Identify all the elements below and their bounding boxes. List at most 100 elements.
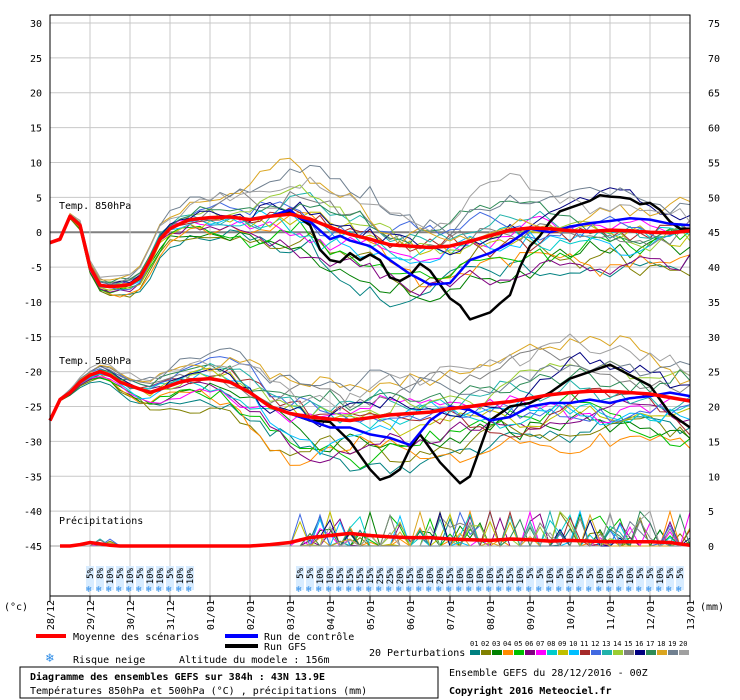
snow-risk-pct: 10% <box>416 567 426 584</box>
y-right-tick: 60 <box>708 124 720 135</box>
snow-risk-pct: 25% <box>376 567 386 584</box>
y-right-tick: 50 <box>708 193 720 204</box>
perturbation-id: 01 <box>470 640 478 648</box>
perturbation-swatch <box>470 650 480 655</box>
y-left-tick: -25 <box>24 403 42 414</box>
snow-risk-cell <box>656 566 664 590</box>
snowflake-icon: ❄ <box>516 585 522 595</box>
snow-risk-row: 5%❄8%❄10%❄5%❄10%❄5%❄10%❄10%❄5%❄10%❄10%❄5… <box>86 566 686 595</box>
snowflake-icon: ❄ <box>566 585 572 595</box>
legend-control: Run de contrôle <box>264 631 354 643</box>
x-tick-label: 02/01 <box>246 600 257 630</box>
snow-risk-cell <box>576 566 584 590</box>
y-left-tick: -5 <box>30 263 42 274</box>
perturbation-swatch <box>547 650 557 655</box>
snow-risk-cell <box>456 566 464 590</box>
snowflake-icon: ❄ <box>556 585 562 595</box>
perturbation-line-t500 <box>49 380 691 475</box>
snow-risk-cell <box>116 566 124 590</box>
x-tick-label: 03/01 <box>286 600 297 630</box>
perturbation-id: 02 <box>481 640 489 648</box>
snowflake-icon: ❄ <box>356 585 362 595</box>
perturbation-line-t850 <box>49 211 691 298</box>
perturbation-id: 16 <box>635 640 643 648</box>
snow-risk-cell <box>336 566 344 590</box>
x-tick-label: 04/01 <box>326 600 337 630</box>
perturbation-swatch <box>613 650 623 655</box>
chart-title: Diagramme des ensembles GEFS sur 384h : … <box>30 671 325 683</box>
perturbation-swatch <box>591 650 601 655</box>
snowflake-icon: ❄ <box>386 585 392 595</box>
snowflake-icon: ❄ <box>476 585 482 595</box>
snow-risk-pct: 10% <box>606 567 616 584</box>
snowflake-icon: ❄ <box>596 585 602 595</box>
snow-risk-pct: 5% <box>136 567 146 578</box>
snowflake-icon: ❄ <box>176 585 182 595</box>
snow-risk-pct: 10% <box>466 567 476 584</box>
snow-risk-pct: 15% <box>496 567 506 584</box>
snow-risk-pct: 5% <box>646 567 656 578</box>
y-left-tick: 0 <box>36 228 42 239</box>
snow-risk-cell <box>346 566 354 590</box>
snow-risk-cell <box>416 566 424 590</box>
snowflake-icon: ❄ <box>116 585 122 595</box>
snowflake-icon: ❄ <box>45 651 54 666</box>
snow-risk-cell <box>446 566 454 590</box>
snow-risk-cell <box>666 566 674 590</box>
snowflake-icon: ❄ <box>306 585 312 595</box>
snowflake-icon: ❄ <box>316 585 322 595</box>
y-left-tick: 5 <box>36 193 42 204</box>
snowflake-icon: ❄ <box>166 585 172 595</box>
main-lines <box>48 193 691 548</box>
y-right-tick: 45 <box>708 228 720 239</box>
left-unit-label: (°c) <box>4 602 28 613</box>
perturbation-line-t500 <box>49 372 691 430</box>
snowflake-icon: ❄ <box>126 585 132 595</box>
snow-risk-cell <box>496 566 504 590</box>
snowflake-icon: ❄ <box>486 585 492 595</box>
snowflake-icon: ❄ <box>346 585 352 595</box>
perturbation-id: 10 <box>569 640 577 648</box>
snow-risk-pct: 5% <box>556 567 566 578</box>
y-right-tick: 75 <box>708 19 720 30</box>
right-unit-label: (mm) <box>700 602 724 613</box>
series-line-t500 <box>48 369 691 423</box>
snowflake-icon: ❄ <box>646 585 652 595</box>
snow-risk-pct: 15% <box>506 567 516 584</box>
snow-risk-cell <box>616 566 624 590</box>
snow-risk-cell <box>306 566 314 590</box>
x-tick-label: 08/01 <box>486 600 497 630</box>
snow-risk-pct: 5% <box>536 567 546 578</box>
snowflake-icon: ❄ <box>466 585 472 595</box>
snowflake-icon: ❄ <box>636 585 642 595</box>
y-left-tick: -10 <box>24 298 42 309</box>
y-left-tick: 30 <box>30 19 42 30</box>
snowflake-icon: ❄ <box>416 585 422 595</box>
perturbation-id: 11 <box>580 640 588 648</box>
snow-risk-pct: 5% <box>616 567 626 578</box>
perturbation-line-t500 <box>49 376 691 470</box>
x-tick-label: 07/01 <box>446 600 457 630</box>
perturbation-swatch <box>503 650 513 655</box>
perturbation-line-t850 <box>49 216 691 303</box>
snow-risk-cell <box>296 566 304 590</box>
snow-risk-cell <box>676 566 684 590</box>
snow-risk-pct: 10% <box>126 567 136 584</box>
snowflake-icon: ❄ <box>576 585 582 595</box>
y-left-tick: 10 <box>30 158 42 169</box>
snowflake-icon: ❄ <box>366 585 372 595</box>
perturbation-id: 19 <box>668 640 676 648</box>
snowflake-icon: ❄ <box>296 585 302 595</box>
snow-risk-pct: 5% <box>586 567 596 578</box>
snow-risk-pct: 5% <box>86 567 96 578</box>
snow-risk-pct: 10% <box>156 567 166 584</box>
perturbation-swatch <box>580 650 590 655</box>
snow-risk-pct: 5% <box>636 567 646 578</box>
snowflake-icon: ❄ <box>146 585 152 595</box>
copyright: Copyright 2016 Meteociel.fr <box>449 685 612 697</box>
snow-risk-cell <box>486 566 494 590</box>
snow-risk-cell <box>636 566 644 590</box>
snow-risk-pct: 5% <box>666 567 676 578</box>
snowflake-icon: ❄ <box>186 585 192 595</box>
